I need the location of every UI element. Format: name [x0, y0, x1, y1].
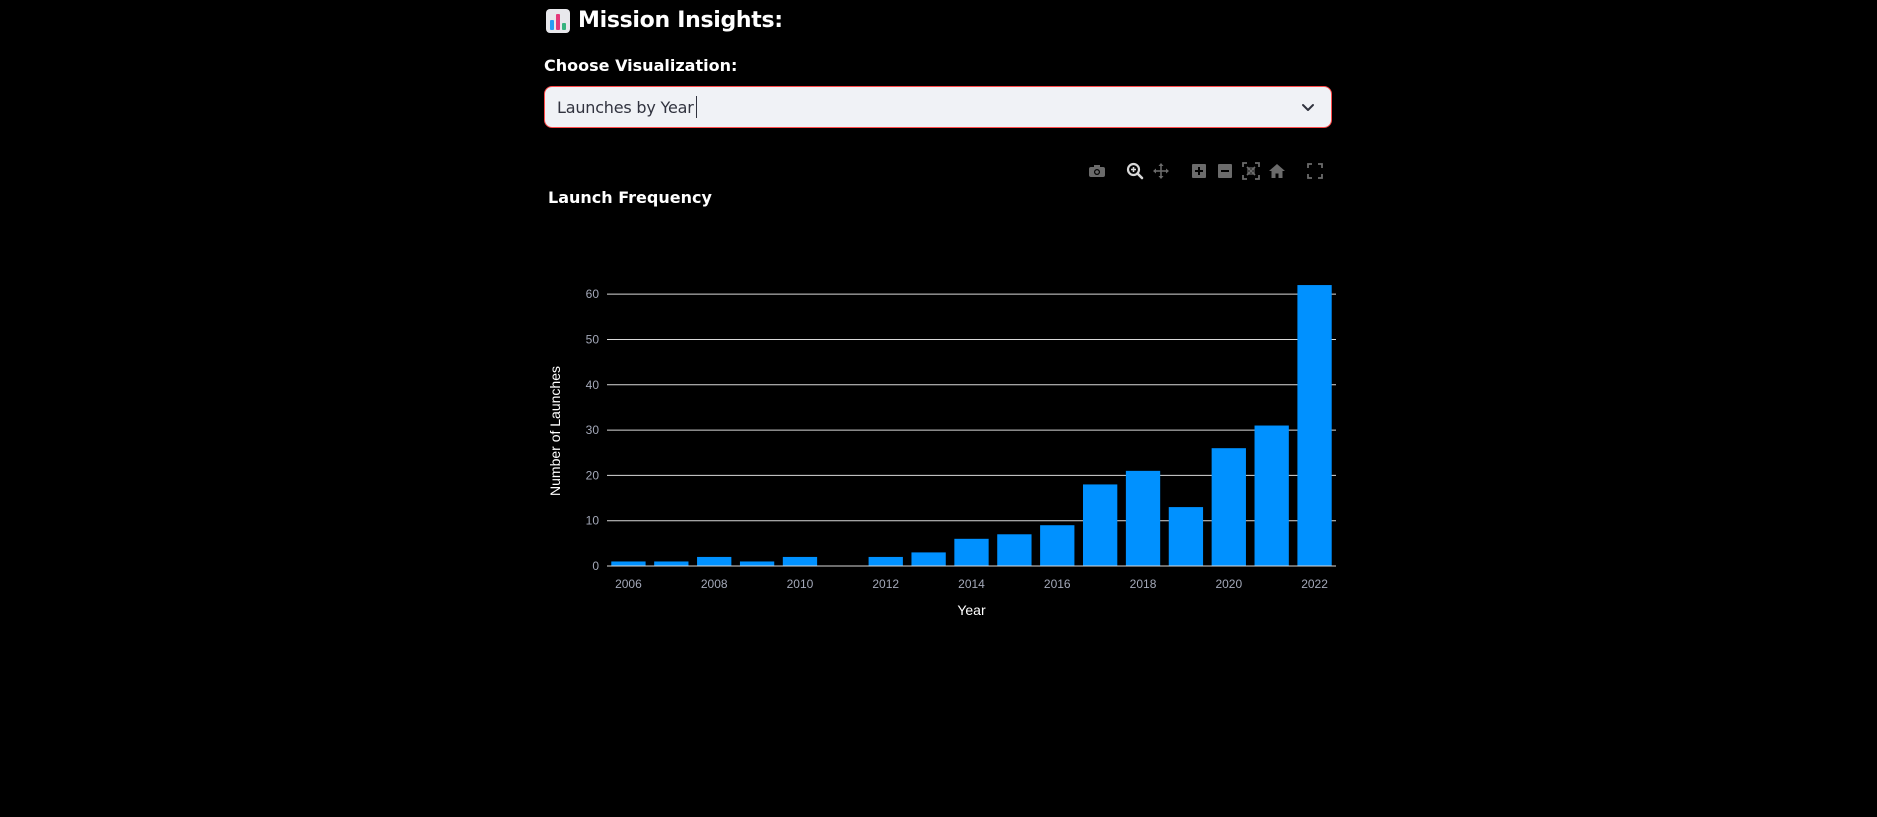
bar-2021[interactable]: [1254, 425, 1289, 566]
y-tick-label: 0: [592, 559, 599, 573]
bar-2012[interactable]: [868, 556, 903, 566]
y-tick-label: 20: [586, 468, 600, 482]
fullscreen-icon[interactable]: [1304, 160, 1326, 182]
y-tick-label: 50: [586, 332, 600, 346]
bar-2010[interactable]: [782, 556, 818, 566]
x-tick-label: 2016: [1044, 577, 1071, 591]
bar-2018[interactable]: [1125, 470, 1161, 566]
chevron-down-icon[interactable]: [1299, 98, 1317, 116]
bar-2008[interactable]: [697, 556, 732, 566]
pan-icon[interactable]: [1150, 160, 1172, 182]
bar-2014[interactable]: [954, 538, 989, 566]
bar-2020[interactable]: [1211, 448, 1246, 566]
visualization-label: Choose Visualization:: [544, 56, 738, 75]
visualization-select[interactable]: Launches by Year: [544, 86, 1332, 128]
x-axis-title: Year: [957, 602, 986, 618]
bar-2015[interactable]: [997, 534, 1032, 566]
bar-2016[interactable]: [1040, 525, 1075, 566]
y-tick-label: 10: [586, 514, 600, 528]
x-tick-label: 2008: [701, 577, 728, 591]
bar-2019[interactable]: [1168, 507, 1204, 566]
text-cursor: [695, 96, 697, 118]
x-tick-label: 2012: [872, 577, 899, 591]
bar-2017[interactable]: [1082, 484, 1118, 566]
x-tick-label: 2022: [1301, 577, 1328, 591]
x-tick-label: 2020: [1215, 577, 1242, 591]
bar-chart-icon: [546, 8, 570, 33]
bar-2022[interactable]: [1297, 285, 1332, 566]
x-tick-label: 2014: [958, 577, 985, 591]
y-tick-label: 30: [586, 423, 600, 437]
autoscale-icon[interactable]: [1240, 160, 1262, 182]
camera-icon[interactable]: [1086, 160, 1108, 182]
x-tick-label: 2010: [787, 577, 814, 591]
home-icon[interactable]: [1266, 160, 1288, 182]
bar-2013[interactable]: [911, 552, 946, 566]
zoom-out-icon[interactable]: [1214, 160, 1236, 182]
chart-title: Launch Frequency: [548, 188, 712, 207]
y-tick-label: 40: [586, 378, 600, 392]
x-tick-label: 2018: [1130, 577, 1157, 591]
bar-2009[interactable]: [739, 561, 775, 566]
bar-chart: 0 10 20 30 40 50 60 2006 2008 2010 2012 2014 2016 201…: [547, 285, 1336, 618]
section-title: Mission Insights:: [578, 8, 783, 33]
bar-2007[interactable]: [654, 561, 689, 566]
zoom-in-icon[interactable]: [1188, 160, 1210, 182]
chart-container: 0 10 20 30 40 50 60 2006 2008 2010 2012 2014 2016 201…: [544, 156, 1336, 636]
visualization-select-value[interactable]: Launches by Year: [557, 97, 694, 117]
chart-modebar: [1086, 160, 1326, 182]
bar-2006[interactable]: [611, 561, 646, 566]
y-axis-title: Number of Launches: [547, 366, 563, 496]
section-header: Mission Insights:: [546, 8, 783, 33]
y-tick-label: 60: [586, 287, 600, 301]
x-tick-label: 2006: [615, 577, 642, 591]
zoom-icon[interactable]: [1124, 160, 1146, 182]
